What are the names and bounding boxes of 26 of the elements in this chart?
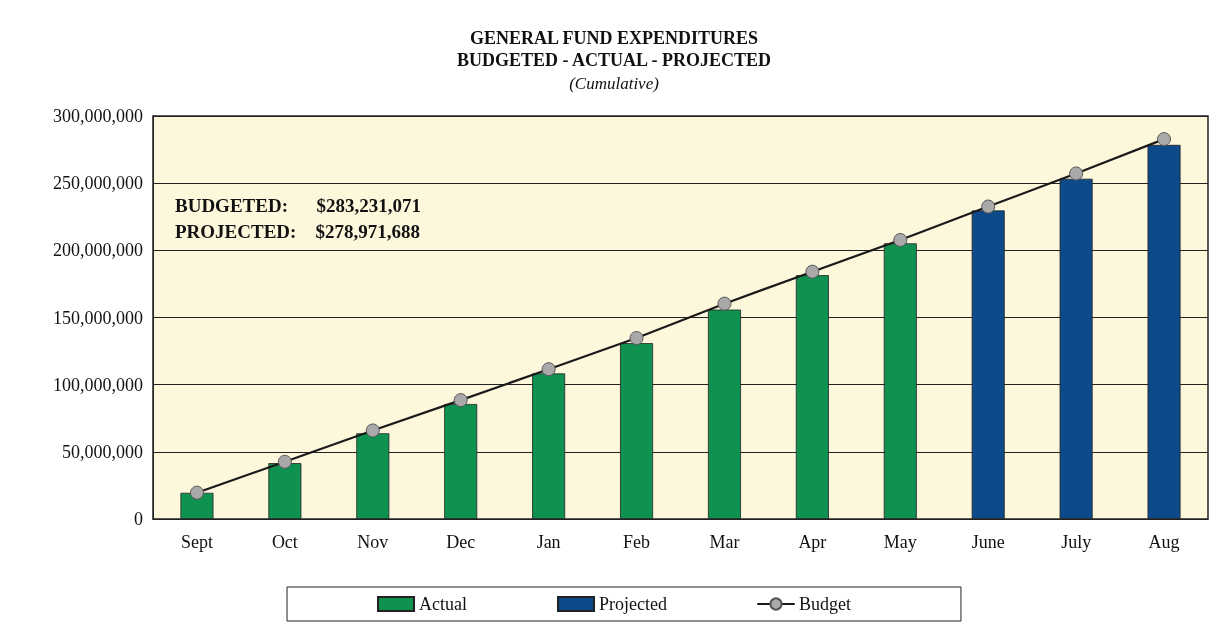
legend-label: Budget bbox=[798, 594, 851, 614]
y-tick-label: 300,000,000 bbox=[53, 106, 143, 126]
x-tick-label: Jan bbox=[536, 532, 561, 552]
x-tick-label: June bbox=[971, 532, 1005, 552]
annotation: PROJECTED: $278,971,688 bbox=[175, 221, 420, 242]
y-tick-label: 250,000,000 bbox=[53, 173, 143, 194]
x-tick-label: Oct bbox=[271, 532, 298, 552]
x-tick-label: Sept bbox=[180, 532, 213, 552]
x-tick-label: Mar bbox=[709, 532, 740, 552]
x-tick-label: Apr bbox=[798, 532, 827, 552]
x-tick-label: May bbox=[883, 532, 917, 552]
x-tick-label: Feb bbox=[623, 532, 651, 552]
y-tick-label: 50,000,000 bbox=[62, 441, 143, 462]
chart-title: GENERAL FUND EXPENDITURES BUDGETED - ACTUAL - PROJECTED bbox=[456, 28, 772, 70]
x-tick-label: Aug bbox=[1148, 532, 1180, 552]
x-tick-label: Dec bbox=[446, 532, 476, 552]
legend-label: Actual bbox=[419, 594, 468, 614]
annotation: BUDGETED: $283,231,071 bbox=[175, 195, 421, 216]
y-tick-label: 100,000,000 bbox=[53, 374, 143, 395]
x-tick-label: July bbox=[1061, 532, 1092, 552]
legend-label: Projected bbox=[599, 594, 667, 614]
y-tick-label: 0 bbox=[134, 509, 143, 529]
y-tick-label: 150,000,000 bbox=[53, 307, 143, 328]
x-tick-label: Nov bbox=[357, 532, 389, 552]
chart-subtitle: (Cumulative) bbox=[569, 74, 660, 93]
y-tick-label: 200,000,000 bbox=[53, 240, 143, 261]
